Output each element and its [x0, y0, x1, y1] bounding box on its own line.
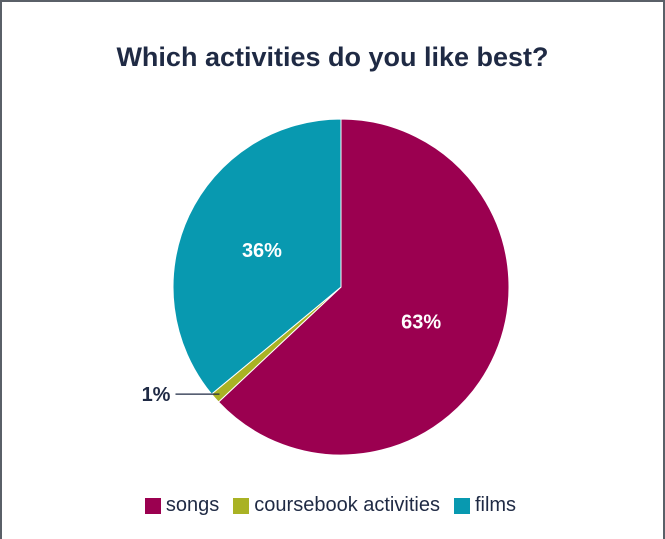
legend-swatch-films: [453, 497, 470, 514]
data-label-films: 36%: [242, 240, 282, 262]
legend-label-coursebook-activities: coursebook activities: [254, 494, 440, 516]
legend-label-films: films: [474, 494, 517, 516]
pie-slice-films: [172, 118, 342, 395]
chart-legend: songs coursebook activities films: [0, 494, 661, 517]
chart-title: Which activities do you like best?: [116, 42, 549, 72]
data-label-coursebook-activities: 1%: [142, 384, 171, 406]
legend-swatch-coursebook-activities: [233, 497, 250, 514]
pie-slice-songs: [217, 118, 510, 456]
legend-swatch-songs: [144, 497, 161, 514]
legend-item-songs: songs: [144, 494, 220, 517]
legend-item-films: films: [453, 494, 517, 517]
data-label-songs: 63%: [401, 312, 441, 334]
legend-item-coursebook-activities: coursebook activities: [233, 494, 440, 517]
legend-label-songs: songs: [165, 494, 220, 516]
